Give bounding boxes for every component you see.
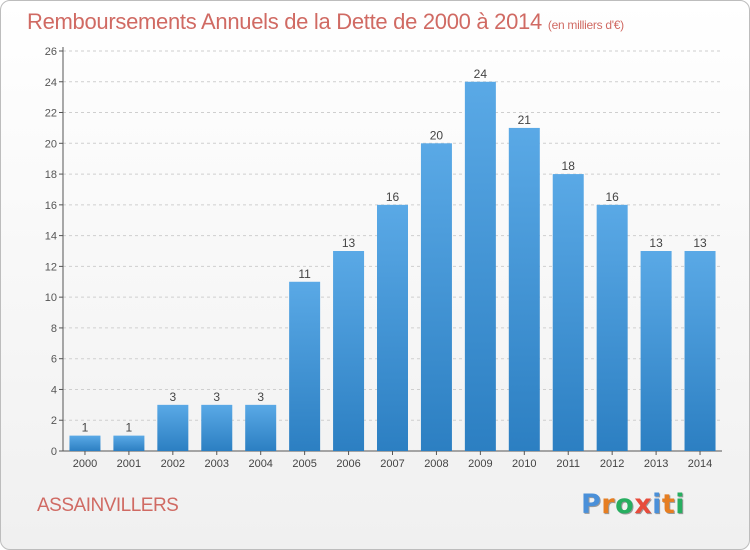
bar-2009 — [464, 81, 496, 452]
data-label-2001: 1 — [126, 421, 133, 435]
y-tick-label: 10 — [45, 292, 57, 304]
data-label-2000: 1 — [82, 421, 89, 435]
data-label-2010: 21 — [518, 113, 532, 127]
commune-name: ASSAINVILLERS — [37, 495, 179, 516]
x-tick-label: 2004 — [248, 458, 272, 470]
logo-letter: x — [634, 489, 653, 520]
y-tick-label: 8 — [51, 323, 57, 335]
bar-2003 — [201, 404, 233, 451]
y-tick-label: 26 — [45, 46, 57, 58]
x-tick-label: 2003 — [205, 458, 229, 470]
data-label-2012: 16 — [605, 190, 619, 204]
bar-2010 — [508, 127, 540, 451]
y-tick-label: 4 — [51, 384, 57, 396]
x-tick-label: 2009 — [468, 458, 492, 470]
proxiti-logo: Proxiti — [581, 489, 685, 520]
data-label-2007: 16 — [386, 190, 400, 204]
bar-2014 — [684, 251, 716, 451]
chart-title: Remboursements Annuels de la Dette de 20… — [27, 9, 624, 35]
data-label-2013: 13 — [649, 236, 663, 250]
x-tick-label: 2001 — [117, 458, 141, 470]
bar-2008 — [420, 143, 452, 452]
data-label-2011: 18 — [562, 159, 576, 173]
chart-unit: (en milliers d'€) — [547, 18, 624, 32]
bar-2005 — [289, 281, 321, 451]
y-tick-label: 14 — [45, 231, 57, 243]
data-label-2003: 3 — [213, 390, 220, 404]
x-tick-label: 2011 — [556, 458, 580, 470]
bar-2007 — [377, 204, 408, 451]
chart-title-text: Remboursements Annuels de la Dette de 20… — [27, 9, 542, 34]
bar-2006 — [333, 251, 365, 451]
logo-letter: i — [652, 489, 662, 520]
logo-letter: P — [581, 489, 602, 520]
x-tick-label: 2002 — [161, 458, 185, 470]
data-label-2014: 13 — [693, 236, 707, 250]
x-tick-label: 2010 — [512, 458, 536, 470]
logo-letter: t — [661, 489, 676, 520]
logo-letter: r — [601, 489, 616, 520]
bar-2012 — [596, 204, 628, 451]
data-label-2009: 24 — [474, 67, 488, 81]
bar-2002 — [157, 404, 189, 451]
bar-2011 — [552, 174, 584, 452]
y-tick-label: 22 — [45, 108, 57, 120]
logo-letter: o — [615, 489, 635, 520]
y-tick-label: 24 — [45, 77, 57, 89]
x-tick-label: 2005 — [292, 458, 316, 470]
data-label-2008: 20 — [430, 128, 444, 142]
y-tick-label: 6 — [51, 354, 57, 366]
x-tick-label: 2012 — [600, 458, 624, 470]
x-tick-label: 2008 — [424, 458, 448, 470]
x-tick-label: 2006 — [336, 458, 360, 470]
bars — [69, 81, 716, 452]
x-tick-label: 2007 — [380, 458, 404, 470]
y-tick-label: 12 — [45, 261, 57, 273]
y-tick-label: 18 — [45, 169, 57, 181]
bar-2013 — [640, 251, 672, 451]
x-tick-label: 2014 — [688, 458, 712, 470]
y-tick-label: 20 — [45, 138, 57, 150]
bar-2001 — [113, 435, 145, 451]
x-tick-label: 2013 — [644, 458, 668, 470]
bar-2004 — [245, 404, 277, 451]
data-label-2005: 11 — [298, 267, 311, 281]
data-label-2006: 13 — [342, 236, 356, 250]
y-tick-label: 16 — [45, 200, 57, 212]
bar-2000 — [69, 435, 101, 451]
y-tick-label: 0 — [51, 446, 57, 458]
y-tick-label: 2 — [51, 415, 57, 427]
data-label-2002: 3 — [169, 390, 176, 404]
x-tick-label: 2000 — [73, 458, 97, 470]
logo-letter: i — [675, 489, 686, 520]
data-label-2004: 3 — [257, 390, 264, 404]
